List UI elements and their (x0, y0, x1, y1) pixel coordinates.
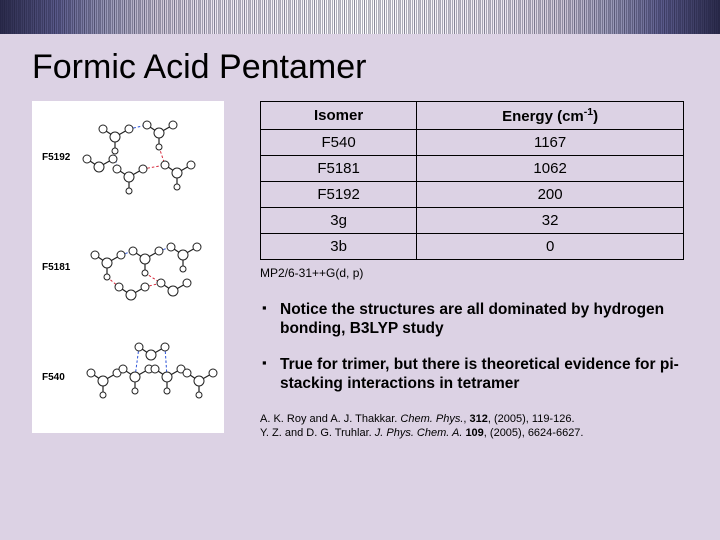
bullet-list: Notice the structures are all dominated … (260, 292, 684, 402)
structure-label: F540 (38, 372, 72, 383)
banner-pattern (0, 0, 720, 34)
header-banner (0, 0, 720, 34)
structure-f5181: F5181 (38, 217, 218, 317)
table-header-isomer: Isomer (261, 102, 417, 130)
table-row: F51811062 (261, 156, 684, 182)
molecule-diagram (72, 217, 218, 317)
content-area: F5192 (0, 101, 720, 441)
energy-table: Isomer Energy (cm-1) F5401167 F51811062 … (260, 101, 684, 260)
table-row: F5401167 (261, 130, 684, 156)
reference-line: A. K. Roy and A. J. Thakkar. Chem. Phys.… (260, 412, 684, 427)
molecule-diagram (72, 327, 218, 427)
table-row: F5192200 (261, 182, 684, 208)
table-row: 3b0 (261, 234, 684, 260)
structure-label: F5192 (38, 152, 72, 163)
bullet-item: True for trimer, but there is theoretica… (260, 347, 684, 402)
structures-panel: F5192 (32, 101, 224, 433)
structure-label: F5181 (38, 262, 72, 273)
table-header-energy: Energy (cm-1) (417, 102, 684, 130)
molecule-diagram (72, 107, 218, 207)
structure-f540: F540 (38, 327, 218, 427)
slide-title: Formic Acid Pentamer (0, 34, 720, 101)
structure-f5192: F5192 (38, 107, 218, 207)
bullet-item: Notice the structures are all dominated … (260, 292, 684, 347)
table-row: 3g32 (261, 208, 684, 234)
references: A. K. Roy and A. J. Thakkar. Chem. Phys.… (260, 412, 684, 442)
reference-line: Y. Z. and D. G. Truhlar. J. Phys. Chem. … (260, 426, 684, 441)
right-column: Isomer Energy (cm-1) F5401167 F51811062 … (224, 101, 684, 441)
method-caption: MP2/6-31++G(d, p) (260, 266, 684, 280)
